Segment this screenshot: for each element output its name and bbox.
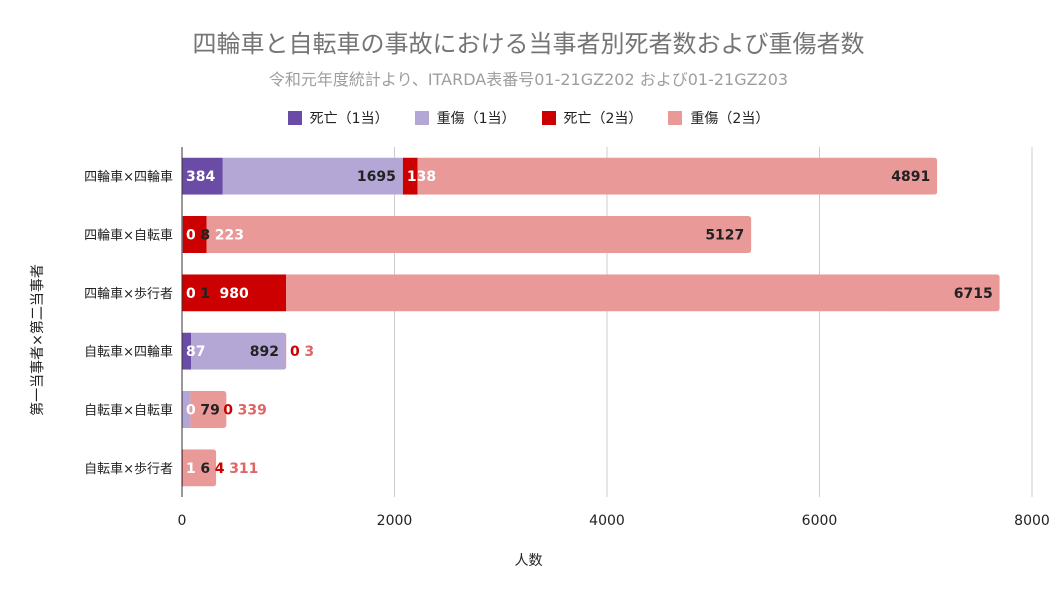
category-label: 自転車×歩行者 bbox=[84, 462, 173, 477]
data-label: 1 bbox=[186, 461, 196, 477]
x-tick-label: 6000 bbox=[802, 513, 838, 529]
bar-segment bbox=[417, 157, 938, 195]
data-label: 6715 bbox=[954, 286, 993, 302]
data-label: 5127 bbox=[705, 228, 744, 244]
category-label: 自転車×自転車 bbox=[84, 404, 173, 419]
x-tick-label: 4000 bbox=[589, 513, 625, 529]
legend-item-injury-1[interactable]: 重傷（1当） bbox=[414, 108, 516, 128]
data-label: 87 bbox=[186, 344, 205, 360]
category-label: 四輪車×四輪車 bbox=[84, 169, 173, 185]
category-label: 自転車×四輪車 bbox=[84, 344, 173, 360]
data-label: 4 bbox=[215, 461, 225, 477]
data-label: 339 bbox=[238, 403, 267, 419]
category-label: 四輪車×自転車 bbox=[84, 228, 173, 244]
y-axis-label: 第一当事者×第二当事者 bbox=[30, 264, 46, 416]
x-tick-label: 0 bbox=[178, 513, 187, 529]
data-label: 0 bbox=[290, 344, 300, 360]
chart-title: 四輪車と自転車の事故における当事者別死者数および重傷者数 bbox=[192, 30, 865, 58]
bar-segment bbox=[182, 157, 223, 195]
data-label: 223 bbox=[215, 228, 244, 244]
x-tick-label: 2000 bbox=[377, 513, 413, 529]
data-label: 0 bbox=[186, 286, 196, 302]
bar-segment bbox=[206, 216, 752, 253]
bar-segment bbox=[182, 332, 192, 370]
legend-label-injury-1: 重傷（1当） bbox=[436, 111, 516, 127]
bar-segment bbox=[182, 274, 287, 312]
data-label: 79 bbox=[200, 403, 219, 419]
x-axis-label: 人数 bbox=[514, 553, 543, 569]
data-label: 1 bbox=[200, 286, 210, 302]
data-label: 0 bbox=[223, 403, 233, 419]
data-label: 980 bbox=[220, 286, 249, 302]
bar-segment bbox=[183, 449, 217, 487]
bar-segment bbox=[190, 391, 227, 428]
data-label: 0 bbox=[186, 228, 196, 244]
chart-subtitle: 令和元年度統計より、ITARDA表番号01-21GZ202 および01-21GZ… bbox=[268, 70, 789, 89]
data-label: 6 bbox=[200, 461, 210, 477]
bar-segment bbox=[286, 274, 1000, 312]
legend-swatch-injury-1 bbox=[414, 111, 429, 125]
x-tick-label: 8000 bbox=[1014, 513, 1050, 529]
legend-item-death-1[interactable]: 死亡（1当） bbox=[287, 108, 389, 128]
data-label: 4891 bbox=[891, 169, 930, 185]
bar-segment bbox=[182, 216, 207, 253]
legend-label-injury-2: 重傷（2当） bbox=[690, 111, 770, 127]
category-label: 四輪車×歩行者 bbox=[84, 286, 173, 302]
data-label: 384 bbox=[186, 169, 215, 185]
legend-swatch-death-2 bbox=[541, 111, 556, 125]
bar-segment bbox=[402, 157, 418, 195]
data-label: 892 bbox=[250, 344, 279, 360]
data-label: 138 bbox=[407, 169, 436, 185]
legend-label-death-1: 死亡（1当） bbox=[309, 111, 389, 127]
legend-swatch-injury-2 bbox=[668, 111, 683, 125]
legend-item-death-2[interactable]: 死亡（2当） bbox=[541, 108, 643, 128]
legend-swatch-death-1 bbox=[287, 111, 302, 125]
bar-segment bbox=[182, 391, 191, 428]
legend-label-death-2: 死亡（2当） bbox=[563, 111, 643, 127]
data-label: 8 bbox=[200, 228, 210, 244]
legend: 死亡（1当） 重傷（1当） 死亡（2当） 重傷（2当） bbox=[0, 108, 1057, 128]
data-label: 3 bbox=[304, 344, 314, 360]
bar-segment bbox=[191, 332, 287, 370]
bar-segment bbox=[222, 157, 403, 195]
data-label: 1695 bbox=[357, 169, 396, 185]
data-label: 0 bbox=[186, 403, 196, 419]
legend-item-injury-2[interactable]: 重傷（2当） bbox=[668, 108, 769, 128]
data-label: 311 bbox=[229, 461, 258, 477]
